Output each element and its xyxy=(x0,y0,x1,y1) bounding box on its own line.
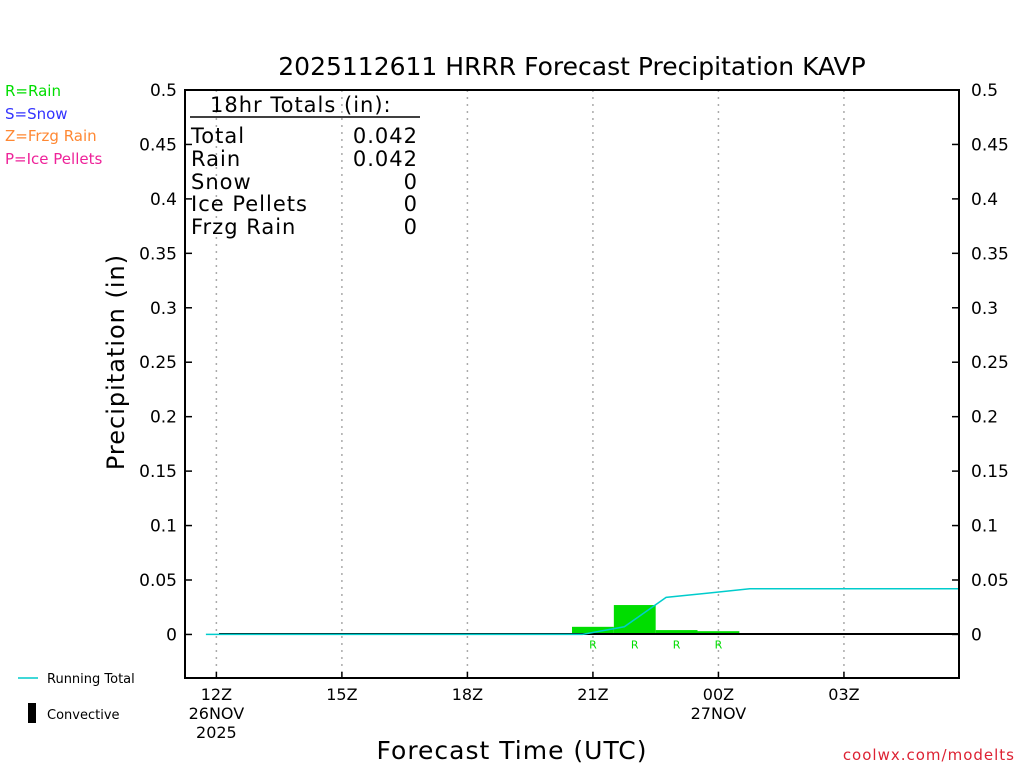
x-tick-label: 18Z xyxy=(452,685,483,704)
precip-bar-3 xyxy=(697,631,740,635)
legend-running-total: Running Total xyxy=(47,672,135,687)
y-tick-label-left: 0.15 xyxy=(139,462,177,482)
legend-ice-pellets: P=Ice Pellets xyxy=(5,150,102,168)
totals-table: Total 0.042 Rain 0.042 Snow 0 Ice Pellet… xyxy=(190,124,418,239)
precip-type-label-3: R xyxy=(715,638,723,651)
chart-title: 2025112611 HRRR Forecast Precipitation K… xyxy=(278,52,865,81)
precip-bar-0 xyxy=(572,626,614,635)
y-tick-label-right: 0.45 xyxy=(971,135,1009,155)
legend-convective: Convective xyxy=(47,708,120,723)
x-tick-label: 21Z xyxy=(577,685,608,704)
line-layer xyxy=(205,587,959,636)
y-tick-label-right: 0.05 xyxy=(971,571,1009,591)
x-tick-label: 15Z xyxy=(326,685,357,704)
x-tick-label: 00Z xyxy=(703,685,734,704)
x-tick-label: 03Z xyxy=(828,685,859,704)
totals-label-frzg-rain: Frzg Rain xyxy=(191,215,296,239)
x-tick-label: 2025 xyxy=(196,723,237,742)
totals-label-total: Total xyxy=(190,124,245,148)
y-tick-label-left: 0.05 xyxy=(139,571,177,591)
credit-text: coolwx.com/modelts xyxy=(843,746,1015,764)
y-tick-label-right: 0.3 xyxy=(971,299,998,319)
y-tick-label-right: 0.4 xyxy=(971,190,998,210)
totals-value-frzg-rain: 0 xyxy=(404,215,418,239)
y-tick-label-right: 0.35 xyxy=(971,244,1009,264)
legend-convective-swatch xyxy=(28,703,36,723)
totals-label-snow: Snow xyxy=(191,170,252,194)
y-tick-label-right: 0.2 xyxy=(971,408,998,428)
totals-label-ice-pellets: Ice Pellets xyxy=(191,192,308,216)
y-tick-label-left: 0.25 xyxy=(139,353,177,373)
x-tick-label: 27NOV xyxy=(691,704,747,723)
y-axis-label: Precipitation (in) xyxy=(102,254,130,470)
y-tick-label-right: 0.15 xyxy=(971,462,1009,482)
grid-layer xyxy=(215,90,845,678)
y-tick-label-left: 0.2 xyxy=(150,408,177,428)
y-tick-label-left: 0.35 xyxy=(139,244,177,264)
running-total-line xyxy=(205,587,959,636)
y-tick-label-left: 0.4 xyxy=(150,190,177,210)
precip-bar-2 xyxy=(655,630,698,635)
totals-value-snow: 0 xyxy=(404,170,418,194)
y-tick-label-left: 0.5 xyxy=(150,81,177,101)
y-tick-label-right: 0 xyxy=(971,625,982,645)
x-tick-label: 26NOV xyxy=(189,704,245,723)
legend-frzg-rain: Z=Frzg Rain xyxy=(5,127,97,145)
totals-label-rain: Rain xyxy=(191,147,241,171)
legend-rain: R=Rain xyxy=(5,82,61,100)
y-tick-label-left: 0.3 xyxy=(150,299,177,319)
precip-type-label-0: R xyxy=(589,638,597,651)
plot-frame xyxy=(184,89,960,679)
legend-snow: S=Snow xyxy=(5,105,68,123)
x-axis-label: Forecast Time (UTC) xyxy=(377,736,648,765)
totals-value-total: 0.042 xyxy=(353,124,418,148)
y-tick-label-right: 0.5 xyxy=(971,81,998,101)
precip-type-label-2: R xyxy=(673,638,681,651)
y-tick-label-right: 0.1 xyxy=(971,517,998,537)
y-tick-label-right: 0.25 xyxy=(971,353,1009,373)
y-tick-label-left: 0.45 xyxy=(139,135,177,155)
precip-type-label-1: R xyxy=(631,638,639,651)
totals-header: 18hr Totals (in): xyxy=(210,93,392,117)
totals-value-ice-pellets: 0 xyxy=(404,192,418,216)
totals-value-rain: 0.042 xyxy=(353,147,418,171)
x-tick-label: 12Z xyxy=(201,685,232,704)
y-tick-label-left: 0 xyxy=(166,625,177,645)
y-tick-label-left: 0.1 xyxy=(150,517,177,537)
